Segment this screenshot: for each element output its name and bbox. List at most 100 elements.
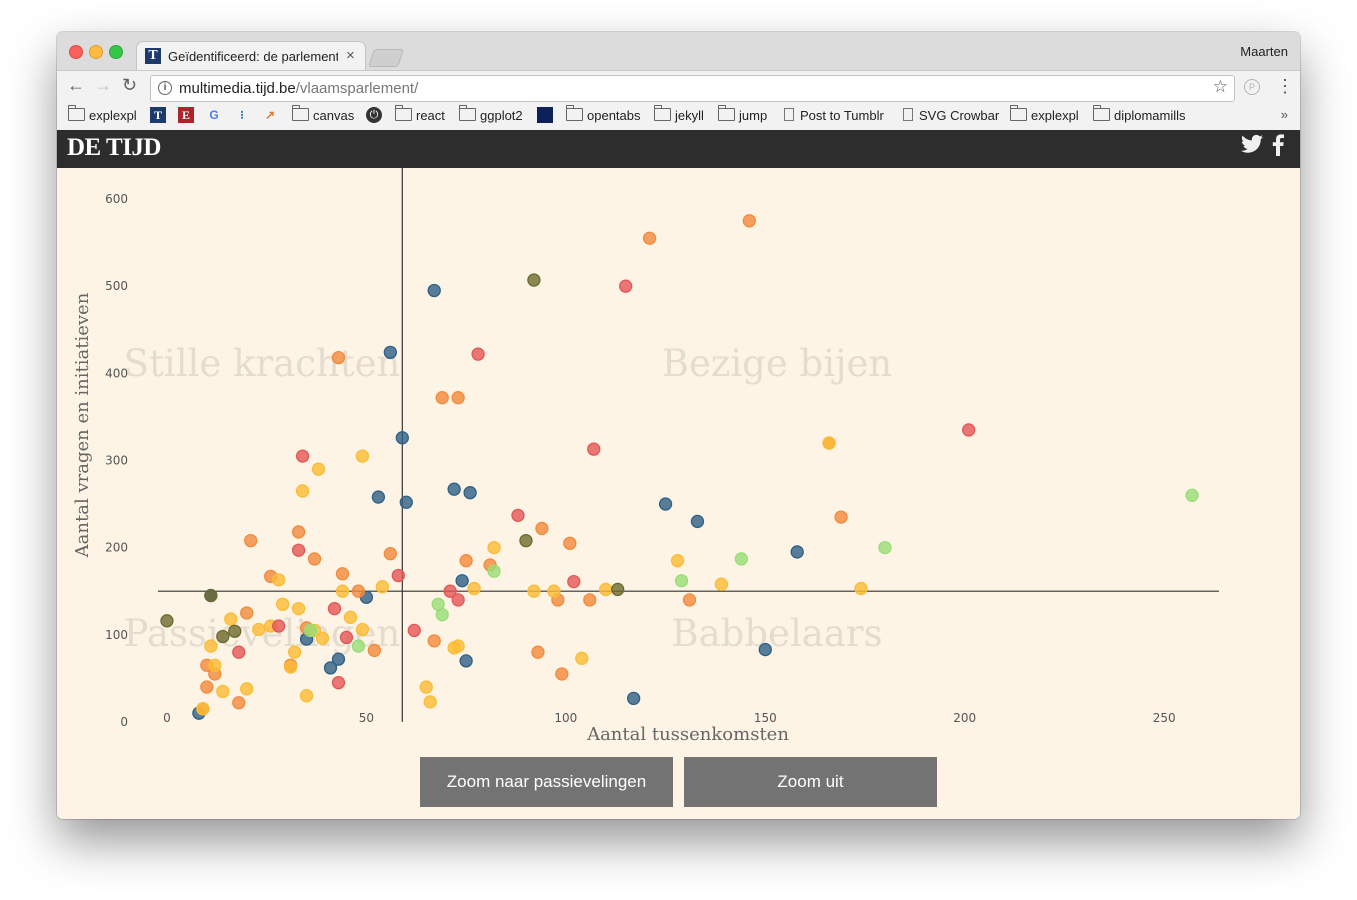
bookmark-item[interactable]: diplomamills bbox=[1093, 105, 1186, 123]
zoom-passive-button[interactable]: Zoom naar passievelingen bbox=[420, 757, 673, 807]
data-point bbox=[327, 601, 342, 616]
new-tab-button[interactable] bbox=[368, 49, 404, 67]
data-point bbox=[208, 658, 222, 672]
tijd-favicon-icon[interactable]: T bbox=[150, 107, 166, 123]
x-tick-label: 50 bbox=[359, 711, 374, 725]
data-point bbox=[758, 642, 772, 657]
reload-icon[interactable]: ↻ bbox=[122, 75, 138, 95]
bookmark-item[interactable]: Post to Tumblr bbox=[784, 108, 884, 123]
folder-icon bbox=[292, 105, 309, 121]
x-tick-label: 150 bbox=[754, 711, 777, 725]
data-point bbox=[331, 350, 346, 365]
bookmark-item[interactable]: react bbox=[395, 105, 445, 123]
data-point bbox=[335, 567, 350, 581]
profile-name[interactable]: Maarten bbox=[1240, 44, 1288, 59]
minimize-window-button[interactable] bbox=[89, 45, 103, 59]
bookmark-item[interactable]: opentabs bbox=[566, 105, 641, 123]
data-point bbox=[331, 676, 346, 690]
data-point bbox=[343, 610, 358, 624]
data-point bbox=[196, 702, 210, 716]
echo-favicon-icon[interactable]: E bbox=[178, 107, 194, 123]
site-header: DE TIJD bbox=[57, 130, 1300, 168]
page-icon bbox=[784, 108, 794, 121]
data-point bbox=[519, 533, 533, 548]
data-point bbox=[335, 584, 350, 598]
quadrant-label-top-right: Bezige bijen bbox=[662, 342, 892, 385]
y-tick-label: 300 bbox=[105, 453, 128, 467]
url-text[interactable]: multimedia.tijd.be/vlaamsparlement/ bbox=[179, 80, 418, 97]
site-favicon-icon[interactable] bbox=[537, 107, 553, 123]
data-point bbox=[240, 682, 254, 696]
maximize-window-button[interactable] bbox=[109, 45, 123, 59]
bookmarks-overflow-icon[interactable]: » bbox=[1280, 107, 1288, 122]
power-favicon-icon[interactable]: ⏻ bbox=[366, 107, 382, 123]
bookmark-item[interactable]: SVG Crowbar bbox=[903, 108, 999, 123]
facebook-icon[interactable] bbox=[1272, 134, 1284, 162]
data-points-layer bbox=[160, 131, 1199, 720]
dots-favicon-icon[interactable]: ⁝ bbox=[240, 108, 244, 122]
url-domain: multimedia.tijd.be bbox=[179, 80, 296, 97]
forward-arrow-icon[interactable]: → bbox=[94, 75, 112, 95]
x-axis-label: Aantal tussenkomsten bbox=[586, 724, 789, 745]
tab-close-icon[interactable]: × bbox=[346, 47, 355, 64]
data-point bbox=[232, 696, 246, 710]
bookmark-item[interactable]: explexpl bbox=[1010, 105, 1079, 123]
chart-favicon-icon[interactable]: ↗ bbox=[264, 108, 276, 122]
folder-icon bbox=[1010, 105, 1027, 121]
tijd-favicon-icon: T bbox=[145, 48, 161, 64]
y-tick-label: 500 bbox=[105, 279, 128, 293]
data-point bbox=[734, 552, 748, 566]
bookmark-item[interactable]: jump bbox=[718, 105, 768, 123]
title-bar: T Geïdentificeerd: de parlements × Maart… bbox=[57, 32, 1300, 70]
bookmark-item[interactable]: explexpl bbox=[68, 105, 137, 123]
url-path: /vlaamsparlement/ bbox=[295, 80, 419, 97]
data-point bbox=[459, 554, 473, 568]
de-tijd-logo[interactable]: DE TIJD bbox=[67, 134, 162, 161]
page-icon bbox=[903, 108, 913, 121]
data-point bbox=[419, 680, 433, 694]
data-point bbox=[232, 645, 246, 659]
data-point bbox=[611, 582, 625, 597]
y-tick-label: 600 bbox=[105, 192, 128, 206]
y-tick-label: 0 bbox=[120, 715, 128, 729]
x-tick-label: 100 bbox=[554, 711, 577, 725]
back-arrow-icon[interactable]: ← bbox=[67, 75, 85, 95]
data-point bbox=[575, 651, 589, 665]
data-point bbox=[451, 639, 465, 653]
x-tick-label: 0 bbox=[163, 711, 171, 725]
data-point bbox=[391, 568, 405, 583]
folder-icon bbox=[459, 105, 476, 121]
data-point bbox=[216, 684, 230, 699]
bookmark-item[interactable]: ggplot2 bbox=[459, 105, 523, 123]
zoom-out-button[interactable]: Zoom uit bbox=[684, 757, 937, 807]
bookmark-star-icon[interactable]: ☆ bbox=[1212, 77, 1228, 96]
data-point bbox=[295, 484, 310, 498]
data-point bbox=[252, 622, 266, 637]
data-point bbox=[291, 601, 306, 616]
data-point bbox=[555, 667, 569, 681]
browser-tab[interactable]: T Geïdentificeerd: de parlements × bbox=[137, 42, 365, 70]
more-menu-icon[interactable]: ⋮ bbox=[1276, 76, 1294, 96]
address-bar[interactable]: i multimedia.tijd.be/vlaamsparlement/ ☆ bbox=[150, 75, 1235, 102]
data-point bbox=[443, 584, 457, 598]
data-point bbox=[427, 283, 441, 298]
bookmark-label: jekyll bbox=[675, 108, 704, 123]
data-point bbox=[742, 214, 756, 228]
twitter-icon[interactable] bbox=[1241, 134, 1263, 160]
bookmark-label: Post to Tumblr bbox=[800, 108, 884, 123]
bookmark-label: jump bbox=[739, 108, 768, 123]
data-point bbox=[375, 580, 390, 594]
bookmark-item[interactable]: canvas bbox=[292, 105, 354, 123]
data-point bbox=[467, 581, 481, 596]
browser-toolbar: ← → ↻ i multimedia.tijd.be/vlaamsparleme… bbox=[57, 70, 1300, 103]
data-point bbox=[854, 581, 868, 596]
info-icon[interactable]: i bbox=[158, 81, 172, 95]
translate-favicon-icon[interactable]: G bbox=[209, 108, 219, 122]
bookmark-item[interactable]: jekyll bbox=[654, 105, 704, 123]
close-window-button[interactable] bbox=[69, 45, 83, 59]
data-point bbox=[583, 593, 597, 607]
pinterest-extension-icon[interactable]: P bbox=[1244, 79, 1260, 95]
data-point bbox=[690, 514, 705, 529]
